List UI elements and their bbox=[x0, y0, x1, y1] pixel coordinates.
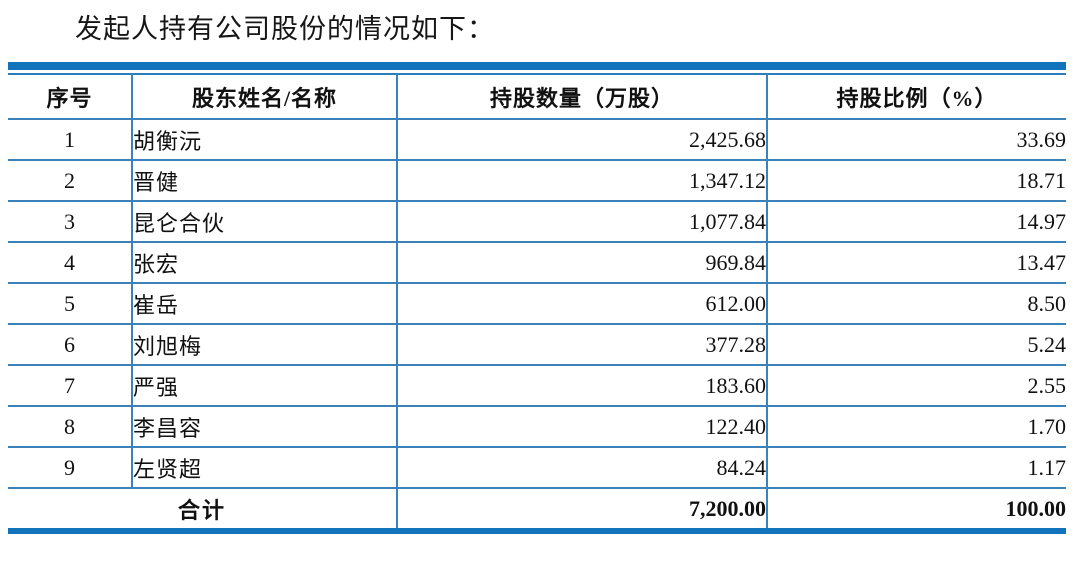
shareholders-table: 序号 股东姓名/名称 持股数量（万股） 持股比例（%） 1 胡衡沅 2,425.… bbox=[8, 62, 1066, 534]
table-row: 1 胡衡沅 2,425.68 33.69 bbox=[8, 119, 1066, 161]
row-seq-cell: 5 bbox=[8, 283, 132, 325]
table-row: 5 崔岳 612.00 8.50 bbox=[8, 283, 1066, 325]
table-top-thick-rule bbox=[8, 62, 1066, 70]
shares-cell: 1,347.12 bbox=[396, 160, 767, 202]
shareholder-name-cell: 崔岳 bbox=[131, 283, 397, 325]
shares-cell: 122.40 bbox=[396, 406, 767, 448]
shareholder-name-cell: 刘旭梅 bbox=[131, 324, 397, 366]
ratio-cell: 2.55 bbox=[766, 365, 1066, 407]
table-row: 4 张宏 969.84 13.47 bbox=[8, 242, 1066, 284]
row-seq-cell: 1 bbox=[8, 119, 132, 161]
row-seq-cell: 4 bbox=[8, 242, 132, 284]
table-row: 7 严强 183.60 2.55 bbox=[8, 365, 1066, 407]
table-bottom-thick-rule bbox=[8, 528, 1066, 534]
total-ratio-cell: 100.00 bbox=[766, 488, 1066, 528]
row-seq-cell: 9 bbox=[8, 447, 132, 489]
shareholder-name-cell: 李昌容 bbox=[131, 406, 397, 448]
shares-cell: 969.84 bbox=[396, 242, 767, 284]
ratio-cell: 13.47 bbox=[766, 242, 1066, 284]
shareholder-name-cell: 昆仑合伙 bbox=[131, 201, 397, 243]
ratio-cell: 8.50 bbox=[766, 283, 1066, 325]
shareholder-name-cell: 张宏 bbox=[131, 242, 397, 284]
shareholders-table-grid: 序号 股东姓名/名称 持股数量（万股） 持股比例（%） 1 胡衡沅 2,425.… bbox=[8, 73, 1066, 528]
ratio-cell: 14.97 bbox=[766, 201, 1066, 243]
section-title: 发起人持有公司股份的情况如下： bbox=[75, 14, 495, 44]
ratio-cell: 5.24 bbox=[766, 324, 1066, 366]
header-seq: 序号 bbox=[8, 74, 132, 120]
shares-cell: 377.28 bbox=[396, 324, 767, 366]
table-row: 3 昆仑合伙 1,077.84 14.97 bbox=[8, 201, 1066, 243]
ratio-cell: 1.70 bbox=[766, 406, 1066, 448]
shares-cell: 2,425.68 bbox=[396, 119, 767, 161]
header-row: 序号 股东姓名/名称 持股数量（万股） 持股比例（%） bbox=[8, 74, 1066, 120]
row-seq-cell: 6 bbox=[8, 324, 132, 366]
table-row: 9 左贤超 84.24 1.17 bbox=[8, 447, 1066, 489]
shares-cell: 84.24 bbox=[396, 447, 767, 489]
table-row: 2 晋健 1,347.12 18.71 bbox=[8, 160, 1066, 202]
shares-cell: 183.60 bbox=[396, 365, 767, 407]
shareholder-name-cell: 严强 bbox=[131, 365, 397, 407]
header-shareholder-name: 股东姓名/名称 bbox=[131, 74, 397, 120]
row-seq-cell: 8 bbox=[8, 406, 132, 448]
ratio-cell: 18.71 bbox=[766, 160, 1066, 202]
shares-cell: 612.00 bbox=[396, 283, 767, 325]
total-row: 合计 7,200.00 100.00 bbox=[8, 488, 1066, 528]
header-shareholding-ratio: 持股比例（%） bbox=[766, 74, 1066, 120]
ratio-cell: 33.69 bbox=[766, 119, 1066, 161]
shareholder-name-cell: 胡衡沅 bbox=[131, 119, 397, 161]
ratio-cell: 1.17 bbox=[766, 447, 1066, 489]
table-row: 8 李昌容 122.40 1.70 bbox=[8, 406, 1066, 448]
shareholder-name-cell: 晋健 bbox=[131, 160, 397, 202]
shareholder-name-cell: 左贤超 bbox=[131, 447, 397, 489]
row-seq-cell: 7 bbox=[8, 365, 132, 407]
total-label-cell: 合计 bbox=[177, 497, 226, 523]
header-shares-held: 持股数量（万股） bbox=[396, 74, 767, 120]
shares-cell: 1,077.84 bbox=[396, 201, 767, 243]
row-seq-cell: 2 bbox=[8, 160, 132, 202]
total-shares-cell: 7,200.00 bbox=[396, 488, 767, 528]
table-top-rule-gap bbox=[8, 70, 1066, 73]
row-seq-cell: 3 bbox=[8, 201, 132, 243]
table-row: 6 刘旭梅 377.28 5.24 bbox=[8, 324, 1066, 366]
